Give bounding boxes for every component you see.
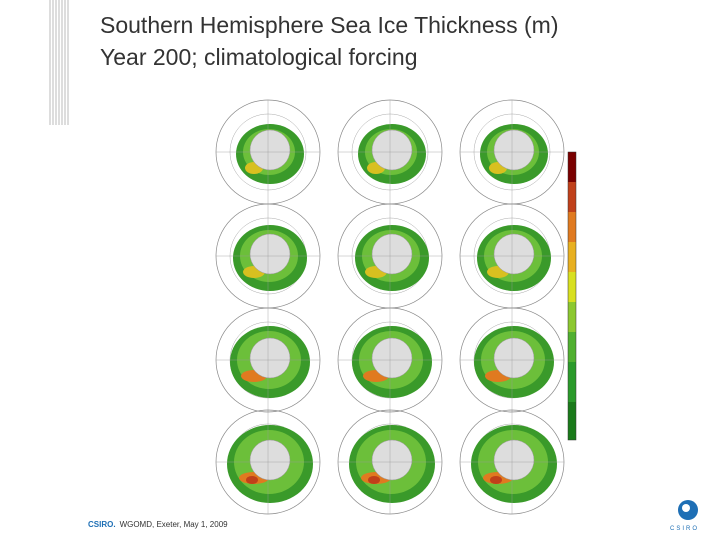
footer-org: CSIRO. (88, 520, 116, 529)
title-line: Year 200; climatological forcing (100, 44, 418, 70)
header-stripes (49, 0, 69, 125)
thickest-ice (368, 476, 380, 484)
thickest-ice (490, 476, 502, 484)
map-panel (459, 409, 565, 515)
continent (371, 233, 413, 275)
title-line: Southern Hemisphere Sea Ice Thickness (m… (100, 12, 559, 38)
footer: CSIRO. WGOMD, Exeter, May 1, 2009 (88, 520, 228, 529)
continent (371, 337, 413, 379)
logo-dot (682, 504, 690, 512)
logo-text: CSIRO (670, 526, 700, 532)
continent (371, 439, 413, 481)
continent (249, 337, 291, 379)
map-panel (215, 409, 321, 515)
continent (249, 129, 291, 171)
thickest-ice (246, 476, 258, 484)
map-panel (215, 307, 321, 413)
continent (249, 439, 291, 481)
map-panel (459, 99, 565, 205)
continent (249, 233, 291, 275)
logo (678, 500, 698, 520)
map-panel (337, 409, 443, 515)
map-panel (215, 99, 321, 205)
continent (493, 129, 535, 171)
colorbar (567, 151, 577, 441)
map-panel (459, 307, 565, 413)
map-panel (337, 307, 443, 413)
map-panel (215, 203, 321, 309)
footer-event: WGOMD, Exeter, May 1, 2009 (119, 520, 228, 529)
map-panel (337, 203, 443, 309)
continent (493, 439, 535, 481)
continent (371, 129, 413, 171)
map-panel (459, 203, 565, 309)
continent (493, 337, 535, 379)
map-panel (337, 99, 443, 205)
continent (493, 233, 535, 275)
